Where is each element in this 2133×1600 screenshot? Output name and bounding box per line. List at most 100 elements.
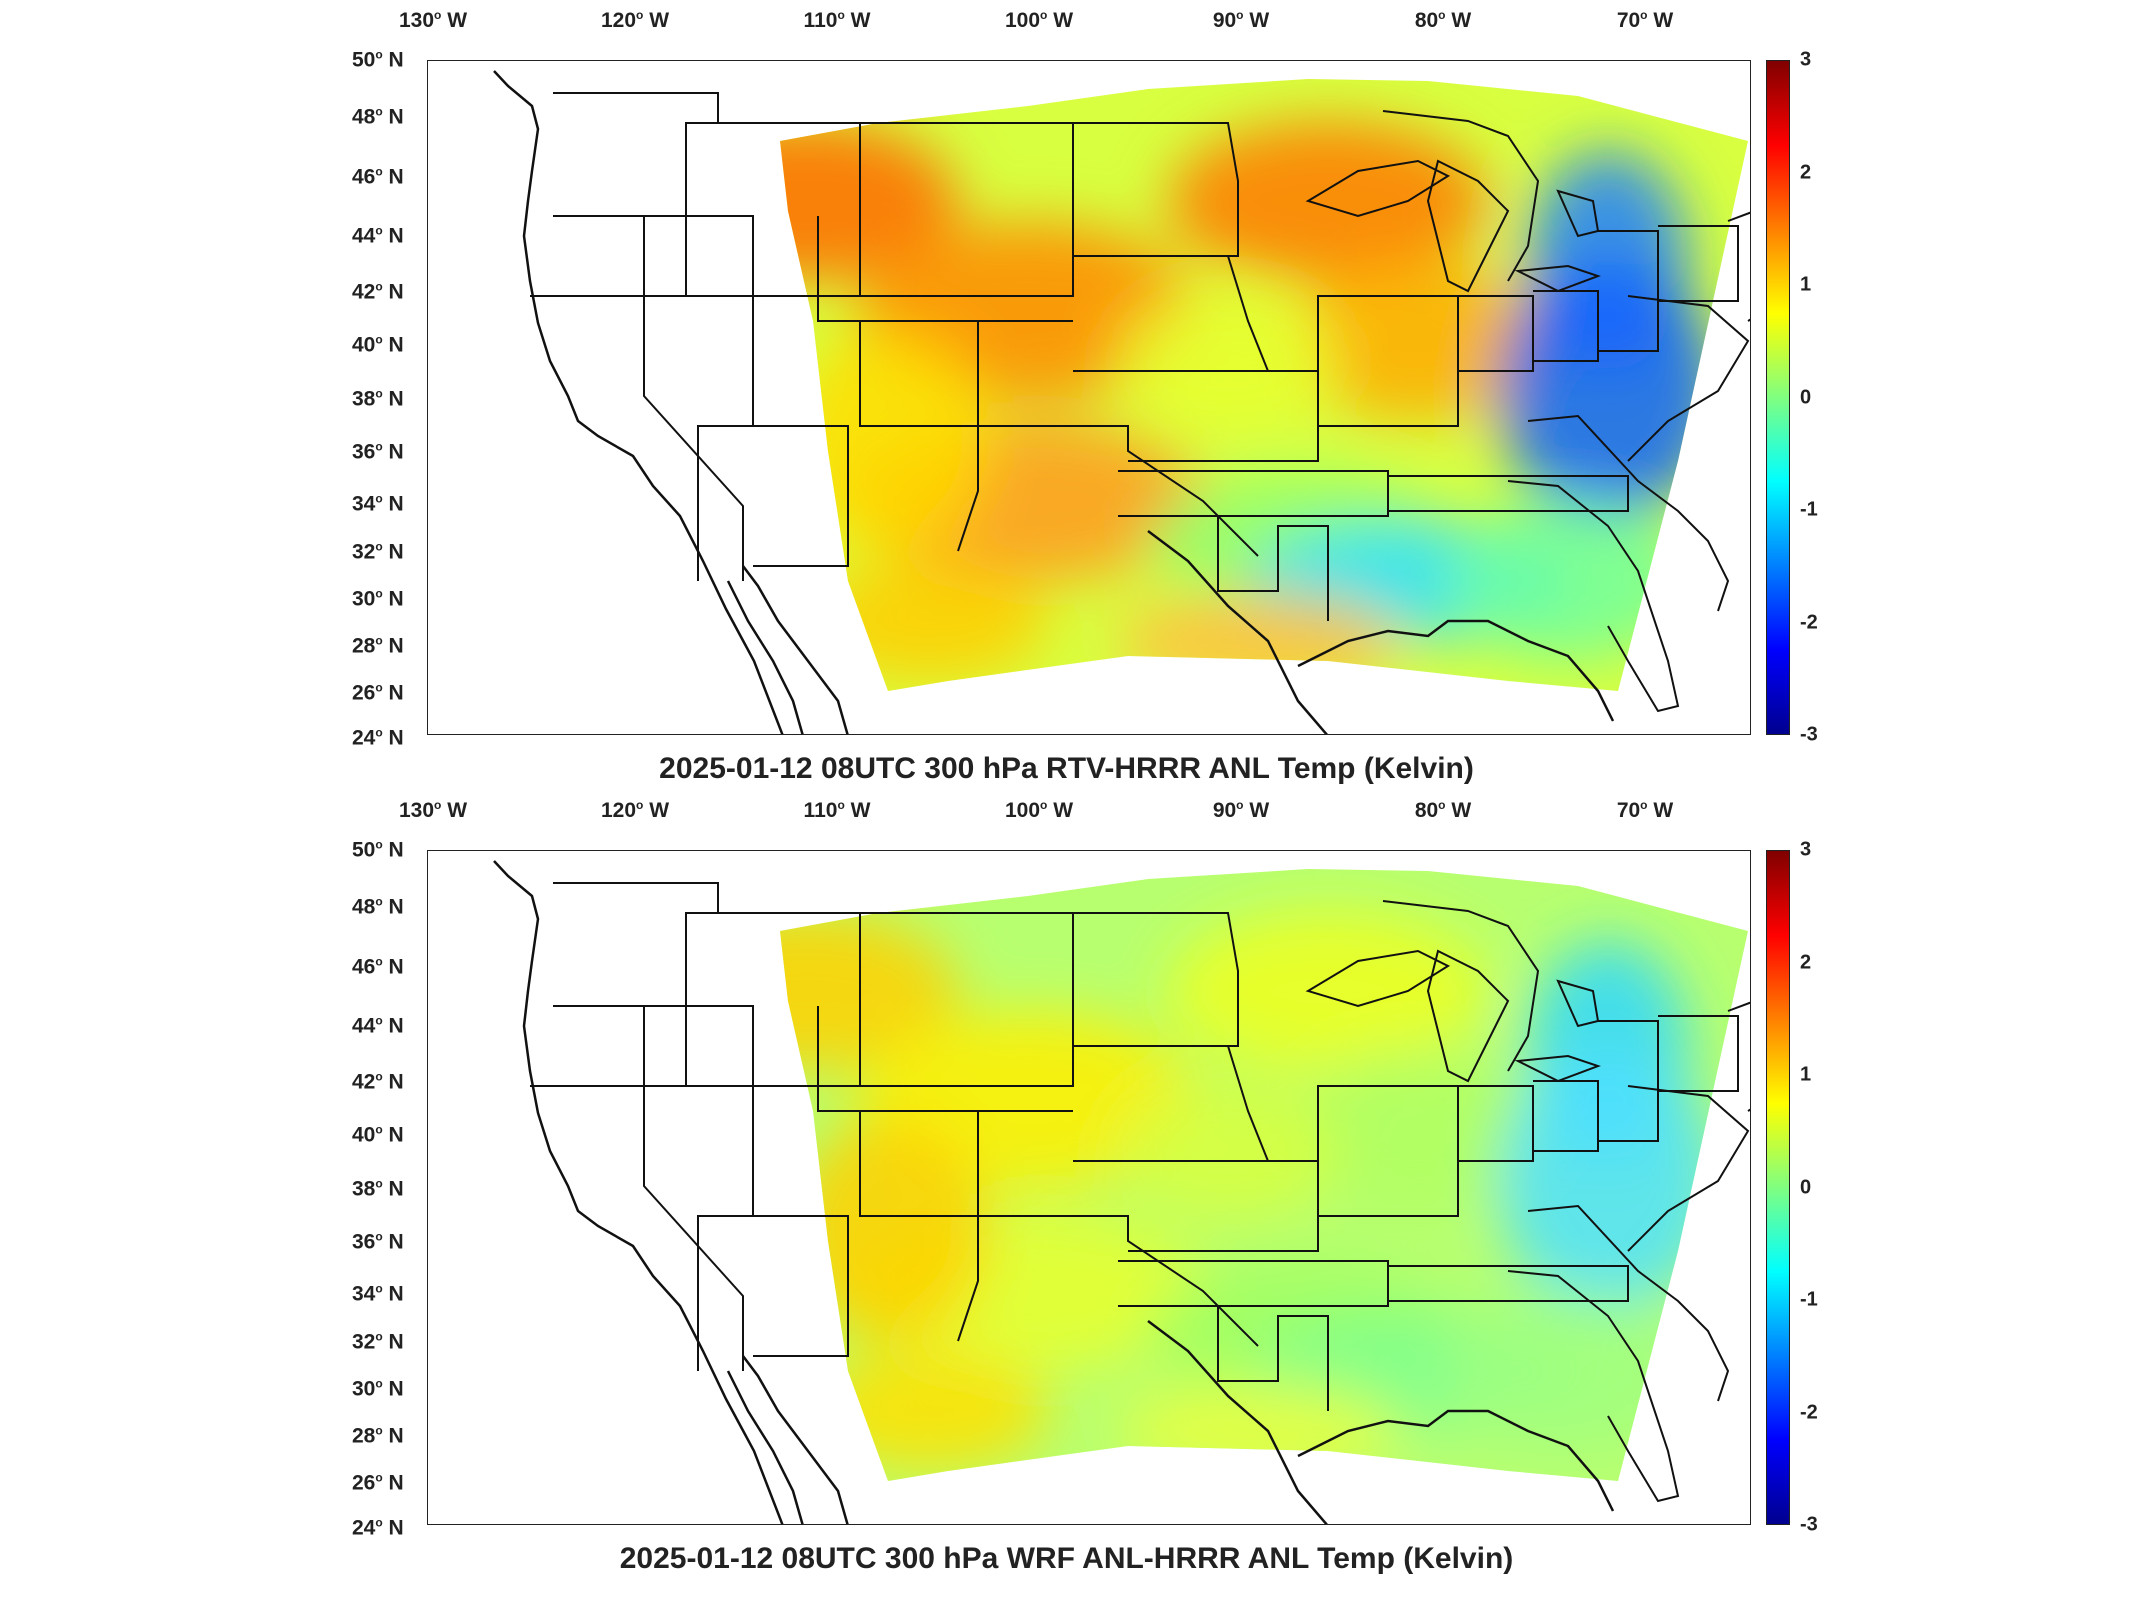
lon-tick-label: 130o W bbox=[398, 8, 468, 32]
state-border bbox=[1458, 1085, 1534, 1162]
lat-tick-label: 36o N bbox=[352, 439, 404, 464]
lat-tick-label: 40o N bbox=[352, 1122, 404, 1147]
lat-tick-label: 32o N bbox=[352, 539, 404, 564]
coastline bbox=[493, 70, 784, 734]
state-border bbox=[859, 912, 1074, 1087]
lat-tick-label: 38o N bbox=[352, 1176, 404, 1201]
lat-tick-label: 46o N bbox=[352, 954, 404, 979]
state-border bbox=[1658, 1015, 1739, 1092]
state-border bbox=[1382, 900, 1540, 1072]
field-anomaly bbox=[1118, 1381, 1398, 1481]
map-frame bbox=[427, 60, 1751, 735]
lat-tick-label: 34o N bbox=[352, 1281, 404, 1306]
field-anomaly bbox=[788, 331, 988, 551]
lat-tick-label: 30o N bbox=[352, 1376, 404, 1401]
field-anomaly bbox=[808, 1351, 1048, 1471]
lat-tick-label: 38o N bbox=[352, 386, 404, 411]
lon-tick-label: 100o W bbox=[1004, 798, 1074, 822]
field-anomaly bbox=[1448, 1291, 1688, 1451]
state-border bbox=[644, 1085, 754, 1371]
colorbar-tick-label: -3 bbox=[1800, 1513, 1818, 1536]
coastline bbox=[1147, 530, 1615, 734]
state-border bbox=[644, 295, 754, 581]
state-border bbox=[1163, 1305, 1329, 1411]
lat-tick-label: 42o N bbox=[352, 279, 404, 304]
state-border bbox=[1598, 1020, 1659, 1142]
lat-tick-label: 48o N bbox=[352, 894, 404, 919]
field-anomaly bbox=[780, 121, 958, 281]
lat-tick-label: 46o N bbox=[352, 164, 404, 189]
lat-tick-label: 50o N bbox=[352, 47, 404, 72]
colorbar-tick-label: 0 bbox=[1800, 1176, 1812, 1199]
field-anomaly bbox=[1448, 501, 1688, 661]
coastline bbox=[726, 1355, 849, 1524]
lat-tick-label: 28o N bbox=[352, 1423, 404, 1448]
lon-tick-label: 120o W bbox=[600, 798, 670, 822]
field-anomaly bbox=[780, 911, 958, 1071]
lat-tick-label: 28o N bbox=[352, 633, 404, 658]
field-anomaly bbox=[1288, 261, 1548, 421]
state-border bbox=[1747, 1108, 1750, 1112]
state-border bbox=[553, 92, 719, 217]
state-border bbox=[1128, 1160, 1319, 1252]
field-anomaly bbox=[1118, 591, 1398, 691]
state-border bbox=[1627, 295, 1750, 462]
political-boundaries bbox=[493, 70, 1750, 734]
map-plot bbox=[493, 860, 1750, 1524]
map-frame bbox=[427, 850, 1751, 1525]
colorbar-tick-label: -1 bbox=[1800, 1288, 1818, 1311]
field-anomaly bbox=[1288, 1051, 1548, 1211]
lon-tick-label: 110o W bbox=[803, 798, 871, 822]
lon-tick-label: 90o W bbox=[1212, 798, 1270, 822]
state-border bbox=[1527, 414, 1730, 612]
political-boundaries bbox=[493, 860, 1750, 1524]
state-border bbox=[817, 1006, 1073, 1112]
colorbar-tick-label: 1 bbox=[1800, 1063, 1812, 1086]
panel-title: 2025-01-12 08UTC 300 hPa RTV-HRRR ANL Te… bbox=[659, 752, 1474, 785]
field-anomaly bbox=[1498, 261, 1718, 521]
state-border bbox=[1388, 475, 1629, 512]
temperature-field bbox=[780, 869, 1748, 1481]
lat-tick-label: 50o N bbox=[352, 837, 404, 862]
state-border bbox=[977, 321, 1259, 557]
state-border bbox=[977, 1111, 1259, 1347]
state-border bbox=[752, 296, 849, 567]
panel-rtv: 130o W 120o W 110o W 100o W 90o W 80o W 70o W 5… bbox=[352, 8, 1818, 785]
lat-tick-label: 40o N bbox=[352, 332, 404, 357]
state-border bbox=[1118, 1260, 1389, 1307]
lon-tick-label: 70o W bbox=[1616, 8, 1674, 32]
colorbar-tick-label: -2 bbox=[1800, 611, 1818, 634]
state-border bbox=[1388, 1265, 1629, 1302]
field-anomaly bbox=[1168, 911, 1488, 1071]
colorbar-tick-label: -3 bbox=[1800, 723, 1818, 746]
great-lakes-outline bbox=[1305, 159, 1601, 293]
lon-tick-label: 70o W bbox=[1616, 798, 1674, 822]
lat-tick-label: 34o N bbox=[352, 491, 404, 516]
state-border bbox=[1527, 1204, 1730, 1402]
state-border bbox=[530, 295, 744, 581]
state-border bbox=[1533, 290, 1599, 362]
lat-tick-label: 32o N bbox=[352, 1329, 404, 1354]
lat-tick-label: 26o N bbox=[352, 1470, 404, 1495]
state-border bbox=[1458, 295, 1534, 372]
temperature-field bbox=[780, 79, 1748, 691]
lon-tick-label: 100o W bbox=[1004, 8, 1074, 32]
field-anomaly bbox=[1168, 121, 1488, 281]
colorbar-tick-label: 0 bbox=[1800, 386, 1812, 409]
lat-tick-label: 48o N bbox=[352, 104, 404, 129]
colorbar bbox=[1766, 850, 1790, 1525]
lat-tick-label: 30o N bbox=[352, 586, 404, 611]
colorbar-tick-label: 3 bbox=[1800, 48, 1812, 71]
state-border bbox=[553, 215, 687, 297]
lat-tick-label: 24o N bbox=[352, 725, 404, 750]
state-border bbox=[1163, 515, 1329, 621]
panel-title: 2025-01-12 08UTC 300 hPa WRF ANL-HRRR AN… bbox=[619, 1542, 1514, 1575]
state-border bbox=[553, 882, 719, 1007]
lat-tick-label: 26o N bbox=[352, 680, 404, 705]
lon-tick-label: 90o W bbox=[1212, 8, 1270, 32]
colorbar-tick-label: -1 bbox=[1800, 498, 1818, 521]
field-anomaly bbox=[1118, 291, 1338, 431]
state-border bbox=[1382, 110, 1540, 282]
state-border bbox=[817, 216, 1073, 322]
coastline bbox=[726, 565, 849, 734]
